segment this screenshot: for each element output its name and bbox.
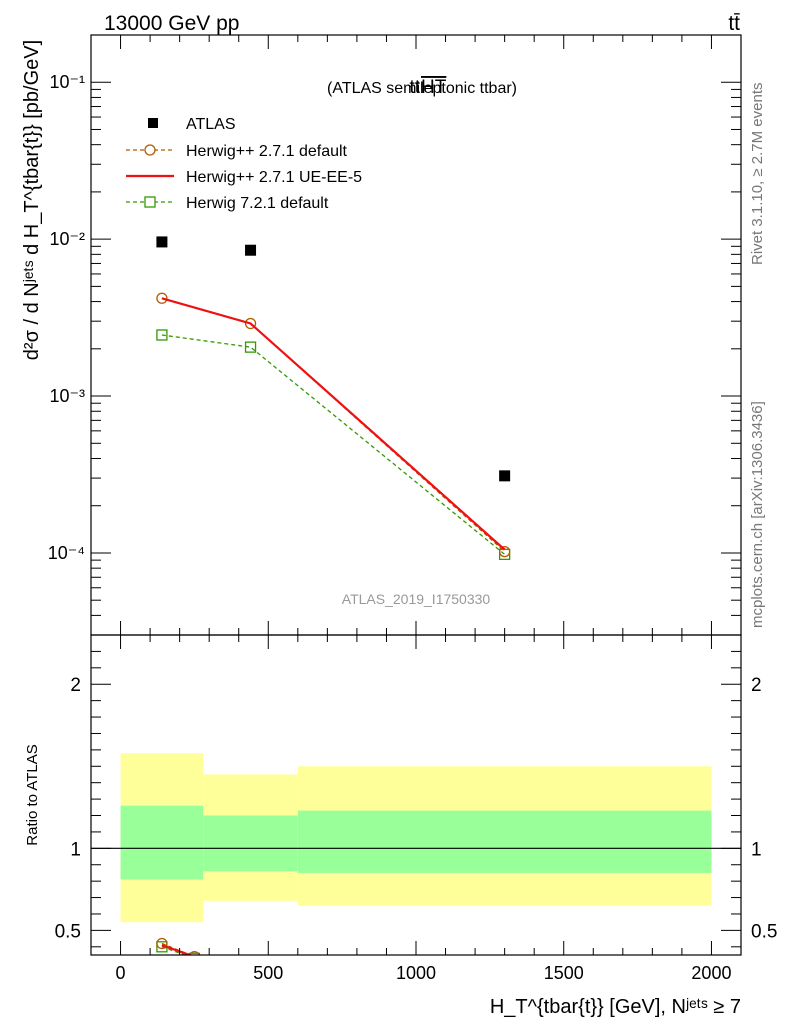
main-ytick-label-1: 10⁻³ [49,386,85,406]
main-ytick-label-2: 10⁻² [49,229,85,249]
ratio-series-2-point-1 [188,952,201,955]
main-series-3-point-1 [244,341,257,353]
ratio-series-0-point-1 [189,950,200,955]
main-series-3-point-0 [156,329,168,341]
title-suffix: (ATLAS semileptonic ttbar) [327,80,517,97]
main-y-label: d²σ / d Nʲᵉᵗˢ d H_T^{tbar{t}} [pb/GeV] [21,40,43,360]
ratio-panel: 0 500 1000 1500 2000 0.5 0.5 1 1 2 2 Ratio to ATLA… [24,634,777,1018]
rivet-label: Rivet 3.1.10, ≥ 2.7M events [749,83,766,266]
ratio-axis-ticks: 0 500 1000 1500 2000 0.5 0.5 1 1 2 2 [55,635,777,983]
header-left: 13000 GeV pp [104,12,239,35]
legend-herwig72-marker [144,196,156,208]
main-series-1-point-0 [156,292,168,304]
ratio-xtick-label-4: 2000 [691,963,731,983]
legend-herwig72-label: Herwig 7.2.1 default [186,195,329,212]
legend-herwigpp-ueee5-label: Herwig++ 2.7.1 UE-EE-5 [186,169,362,186]
main-series-3-line [161,334,506,555]
main-series-2-line [161,297,506,551]
ratio-bands [91,753,741,923]
main-series-0-point-1 [245,244,257,256]
main-panel: 10⁻⁴ 10⁻³ 10⁻² 10⁻¹ tt HT (ATLAS semilepton… [21,34,742,636]
ratio-band-inner-2 [297,810,712,873]
ratio-xtick-label-0: 0 [116,963,126,983]
main-ytick-label-3: 10⁻¹ [49,72,85,92]
x-axis-label: H_T^{tbar{t}} [GeV], Nʲᵉᵗˢ ≥ 7 [490,996,741,1018]
ratio-xtick-label-2: 1000 [396,963,436,983]
legend-atlas-marker [148,118,158,128]
legend: ATLAS Herwig++ 2.7.1 default Herwig++ 2.… [126,116,362,212]
ratio-band-inner-0 [120,805,204,880]
main-series-0-point-0 [156,236,168,248]
mcplots-label: mcplots.cern.ch [arXiv:1306.3436] [749,401,766,628]
title-overline: HT [421,77,447,98]
ratio-band-inner-1 [203,815,298,872]
legend-herwigpp-default-marker [144,144,156,156]
legend-atlas-label: ATLAS [186,116,236,133]
watermark: ATLAS_2019_I1750330 [342,591,491,607]
main-series-0-point-2 [499,470,511,482]
main-series-1-point-1 [244,317,257,330]
main-series-1-line [161,297,506,553]
ratio-ytick-label-right-1: 1 [751,839,762,860]
ratio-ytick-label-left-2: 2 [70,675,81,696]
ratio-xtick-label-1: 500 [253,963,283,983]
ratio-xtick-label-3: 1500 [544,963,584,983]
ratio-ytick-label-left-1: 1 [70,839,81,860]
legend-herwigpp-default-label: Herwig++ 2.7.1 default [186,143,348,160]
ratio-plot-marks [156,937,201,955]
ratio-ytick-label-left-0: 0.5 [55,921,81,942]
main-plot-marks [156,236,511,560]
ratio-y-label: Ratio to ATLAS [24,744,41,845]
main-ytick-label-0: 10⁻⁴ [48,543,85,563]
ratio-series-2-line [161,946,188,955]
ratio-series-0-point-0 [156,937,168,950]
ratio-ytick-label-right-0: 0.5 [751,921,777,942]
title-main: tt [409,77,420,98]
header-right: tt̄ [728,12,740,35]
main-axis-ticks: 10⁻⁴ 10⁻³ 10⁻² 10⁻¹ [48,34,742,636]
ratio-ytick-label-right-2: 2 [751,675,762,696]
main-series-1-point-2 [498,545,511,558]
